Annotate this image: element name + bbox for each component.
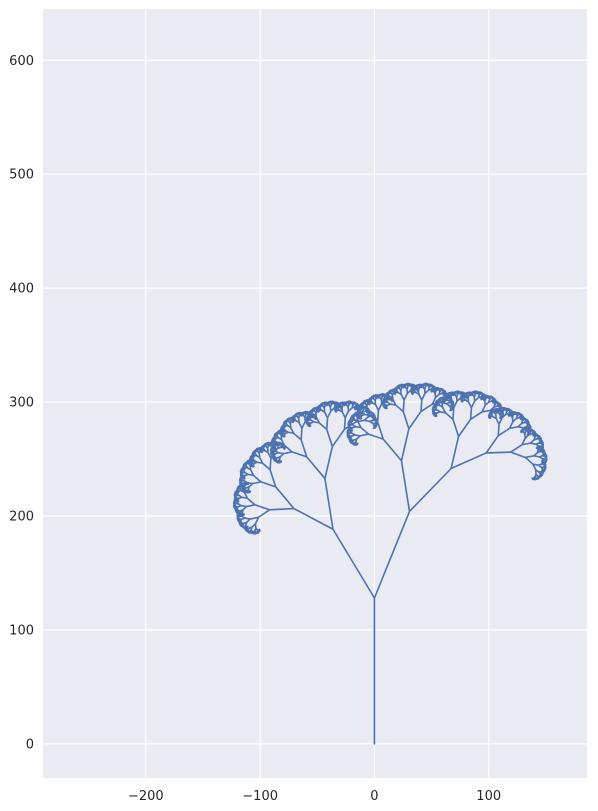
grid-lines bbox=[43, 9, 587, 778]
x-tick-label: −100 bbox=[242, 789, 278, 804]
fractal-tree-series bbox=[232, 382, 548, 745]
y-tick-label: 500 bbox=[9, 168, 34, 183]
y-tick-label: 300 bbox=[9, 396, 34, 411]
x-tick-label: −200 bbox=[128, 789, 164, 804]
x-tick-label: 0 bbox=[370, 789, 378, 804]
y-tick-label: 400 bbox=[9, 282, 34, 297]
fractal-tree-line bbox=[232, 382, 548, 745]
y-tick-label: 200 bbox=[9, 509, 34, 524]
x-tick-label: 100 bbox=[476, 789, 501, 804]
y-tick-label: 100 bbox=[9, 623, 34, 638]
y-axis-ticks: 0 100 200 300 400 500 600 bbox=[9, 54, 34, 753]
x-axis-ticks: −200 −100 0 100 bbox=[128, 789, 501, 804]
y-tick-label: 0 bbox=[26, 737, 34, 752]
y-tick-label: 600 bbox=[9, 54, 34, 69]
plot-area bbox=[43, 9, 587, 778]
